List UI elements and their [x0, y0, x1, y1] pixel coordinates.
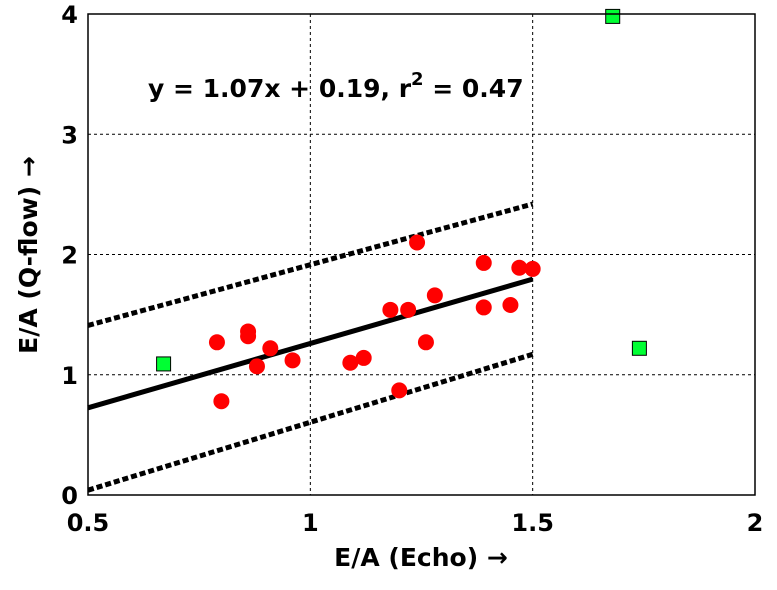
- y-tick-label: 2: [61, 242, 78, 270]
- y-tick-labels: 0 1 2 3 4: [61, 1, 78, 510]
- x-tick-label: 2: [747, 509, 764, 537]
- data-point-square: [156, 356, 172, 372]
- y-tick-label: 3: [61, 121, 78, 149]
- data-point-square: [631, 340, 647, 356]
- plot-frame: [87, 13, 756, 496]
- y-axis-label: E/A (Q-flow) →: [14, 156, 43, 354]
- y-tick-label: 1: [61, 362, 78, 390]
- y-tick-label: 4: [61, 1, 78, 29]
- fit-line: [87, 276, 534, 411]
- data-point-circle: [208, 334, 225, 351]
- x-tick-label: 0.5: [67, 509, 110, 537]
- data-point-circle: [409, 234, 426, 251]
- x-tick-label: 1.5: [511, 509, 554, 537]
- data-point-circle: [502, 297, 519, 314]
- data-point-circle: [240, 328, 257, 345]
- data-point-circle: [284, 352, 301, 369]
- data-point-circle: [511, 259, 528, 276]
- data-point-circle: [391, 382, 408, 399]
- confidence-band: [87, 201, 534, 493]
- x-tick-label: 1: [302, 509, 319, 537]
- regression-equation: y = 1.07x + 0.19, r2 = 0.47: [148, 69, 524, 103]
- data-point-circle: [400, 301, 417, 318]
- confidence-bound-upper: [87, 201, 534, 328]
- data-point-circle: [426, 287, 443, 304]
- x-tick-labels: 0.5 1 1.5 2: [67, 509, 764, 537]
- data-point-circle: [342, 354, 359, 371]
- data-point-circle: [382, 301, 399, 318]
- data-point-circle: [248, 358, 265, 375]
- confidence-bound-lower: [87, 351, 534, 493]
- x-axis-label: E/A (Echo) →: [334, 543, 508, 572]
- data-point-circle: [213, 393, 230, 410]
- data-point-square: [605, 8, 621, 24]
- data-point-circle: [475, 254, 492, 271]
- y-tick-label: 0: [61, 482, 78, 510]
- data-point-circle: [417, 334, 434, 351]
- grid-lines: [88, 14, 755, 495]
- data-point-circle: [475, 299, 492, 316]
- data-points: [156, 8, 647, 410]
- data-point-circle: [355, 349, 372, 366]
- regression-line: [87, 276, 534, 411]
- data-point-circle: [524, 260, 541, 277]
- data-point-circle: [262, 340, 279, 357]
